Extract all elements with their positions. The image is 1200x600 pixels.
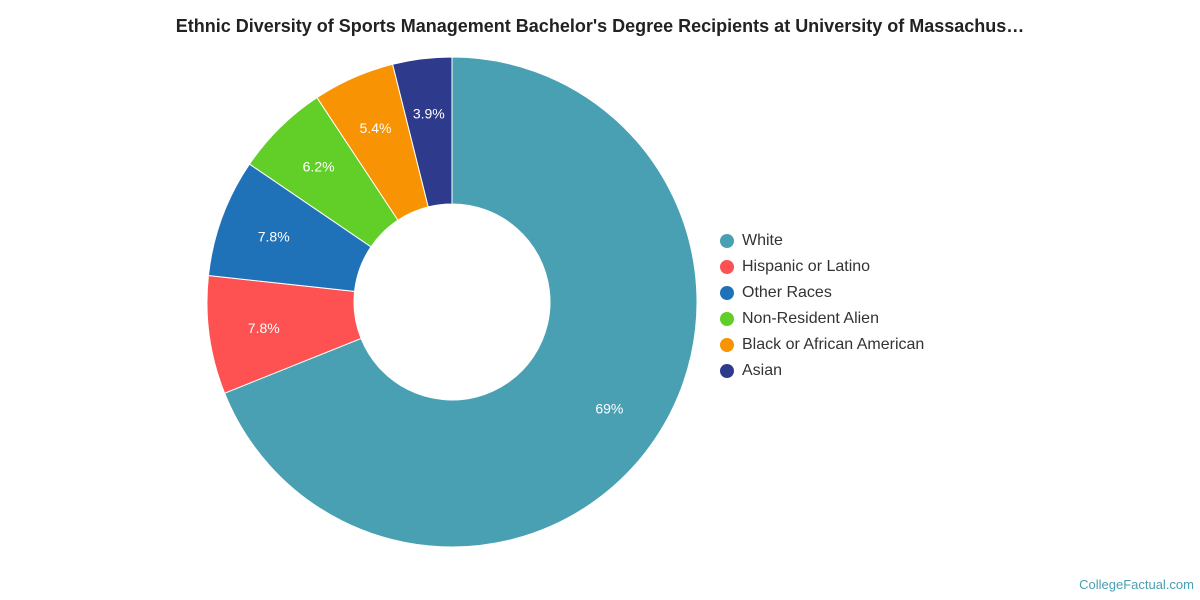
legend-swatch-icon [720,338,734,352]
chart-legend: White Hispanic or Latino Other Races Non-Re… [720,228,924,384]
legend-label: Other Races [742,284,832,301]
data-label-other-races: 7.8% [258,228,290,244]
legend-item-hispanic-or-latino[interactable]: Hispanic or Latino [720,254,924,280]
data-label-hispanic-or-latino: 7.8% [248,320,280,336]
legend-label: Black or African American [742,336,925,353]
legend-item-asian[interactable]: Asian [720,358,924,384]
legend-label: Non-Resident Alien [742,310,879,327]
legend-item-other-races[interactable]: Other Races [720,280,924,306]
legend-label: Asian [742,362,783,379]
legend-swatch-icon [720,312,734,326]
legend-swatch-icon [720,234,734,248]
legend-swatch-icon [720,364,734,378]
legend-item-black-or-african-american[interactable]: Black or African American [720,332,924,358]
data-label-non-resident-alien: 6.2% [303,159,335,175]
chart-title: Ethnic Diversity of Sports Management Ba… [175,16,1025,36]
source-credit-link[interactable]: CollegeFactual.com [1079,577,1194,592]
legend-item-non-resident-alien[interactable]: Non-Resident Alien [720,306,924,332]
legend-swatch-icon [720,286,734,300]
legend-label: Hispanic or Latino [742,258,871,275]
data-label-black-or-african-american: 5.4% [360,120,392,136]
legend-label: White [742,232,783,249]
legend-item-white[interactable]: White [720,228,924,254]
legend-swatch-icon [720,260,734,274]
data-label-asian: 3.9% [413,105,445,121]
donut-slice-asian[interactable] [392,56,453,208]
donut-slice-white[interactable] [223,56,698,548]
data-label-white: 69% [595,400,623,416]
